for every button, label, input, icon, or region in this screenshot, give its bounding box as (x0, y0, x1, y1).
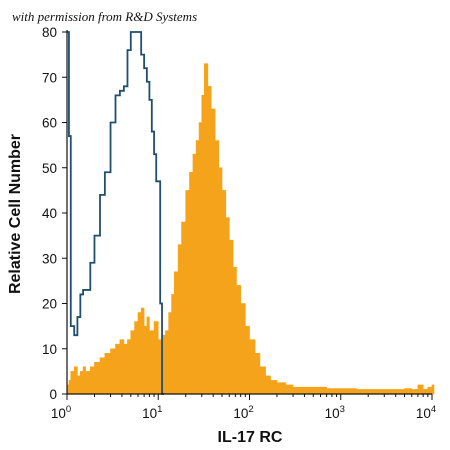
control-histogram-outline (67, 31, 165, 395)
y-tick-label: 20 (42, 297, 57, 312)
axes: 0 10 20 30 40 50 60 70 80 100 101 102 103 104 (42, 25, 436, 421)
x-axis-title: IL-17 RC (218, 429, 283, 446)
watermark-text: with permission from R&D Systems (12, 9, 197, 24)
y-tick-label: 70 (42, 70, 57, 85)
y-tick-label: 80 (42, 25, 57, 40)
plot-area (66, 31, 435, 395)
y-axis-title: Relative Cell Number (7, 134, 24, 294)
y-tick-label: 50 (42, 161, 57, 176)
y-tick-label: 10 (42, 342, 57, 357)
x-tick-label: 102 (233, 404, 253, 421)
y-tick-label: 60 (42, 116, 57, 131)
stained-histogram (66, 63, 435, 395)
x-tick-label: 101 (142, 404, 162, 421)
y-tick-label: 0 (49, 387, 57, 402)
y-tick-label: 30 (42, 251, 57, 266)
x-tick-label: 103 (325, 404, 345, 421)
x-tick-label: 100 (51, 404, 71, 421)
x-tick-label: 104 (416, 404, 436, 421)
y-tick-label: 40 (42, 206, 57, 221)
